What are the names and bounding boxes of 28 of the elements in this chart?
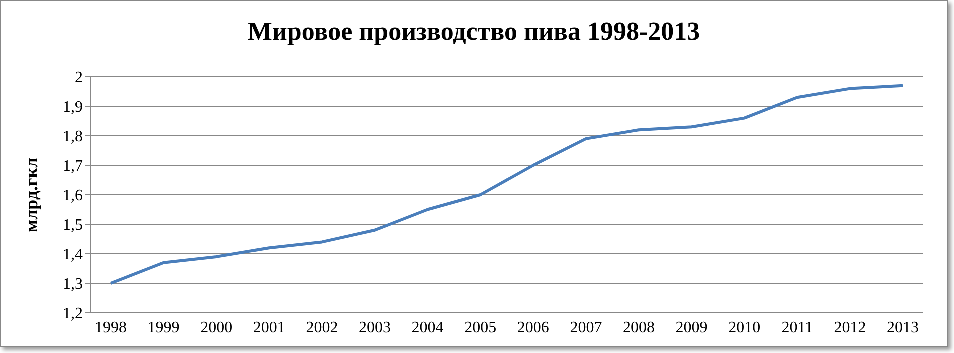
y-tick-label: 1,2: [63, 306, 83, 323]
x-tick-label: 2001: [253, 319, 286, 336]
y-tick-label: 1,3: [63, 276, 83, 294]
x-tick-label: 1999: [148, 319, 180, 336]
y-tick-label: 1,6: [63, 188, 83, 205]
x-tick-label: 2013: [887, 319, 919, 336]
chart-title: Мировое производство пива 1998-2013: [246, 17, 702, 47]
x-tick-label: 2007: [570, 319, 602, 336]
x-tick-label: 2003: [359, 319, 391, 336]
y-tick-label: 1,4: [63, 246, 83, 264]
x-tick-label: 1998: [95, 319, 127, 336]
y-tick-label: 1,9: [63, 99, 83, 116]
x-tick-label: 2010: [728, 319, 761, 336]
x-tick-label: 2009: [676, 319, 708, 336]
x-tick-label: 2006: [517, 319, 550, 336]
x-tick-label: 2005: [464, 319, 497, 336]
x-tick-label: 2004: [412, 319, 444, 336]
y-tick-label: 1,5: [63, 217, 83, 234]
y-tick-label: 1,7: [63, 158, 83, 176]
x-tick-label: 2011: [782, 319, 814, 336]
x-tick-label: 2008: [623, 319, 655, 336]
y-axis-title: млрд.гкл: [21, 158, 42, 232]
y-tick-label: 1,8: [63, 128, 83, 146]
x-tick-label: 2002: [306, 319, 338, 336]
x-tick-label: 2000: [200, 319, 233, 336]
line-series: [110, 84, 904, 285]
x-tick-label: 2012: [834, 319, 866, 336]
y-tick-label: 2: [75, 70, 83, 87]
